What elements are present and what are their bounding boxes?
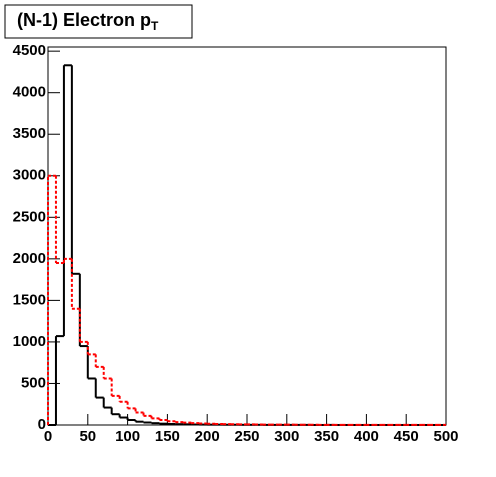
x-tick-label: 500 — [433, 428, 458, 445]
x-tick-label: 450 — [394, 428, 419, 445]
y-tick-label: 3000 — [13, 167, 46, 184]
x-tick-label: 350 — [314, 428, 339, 445]
x-tick-label: 200 — [195, 428, 220, 445]
x-tick-label: 300 — [274, 428, 299, 445]
y-tick-label: 2000 — [13, 250, 46, 267]
x-tick-label: 400 — [354, 428, 379, 445]
chart-title: (N-1) Electron pT — [17, 10, 159, 33]
x-tick-label: 250 — [234, 428, 259, 445]
x-tick-label: 0 — [44, 428, 52, 445]
y-tick-label: 0 — [38, 416, 46, 433]
y-tick-label: 500 — [21, 374, 46, 391]
x-tick-label: 50 — [79, 428, 96, 445]
y-tick-label: 4000 — [13, 84, 46, 101]
x-tick-label: 100 — [115, 428, 140, 445]
y-tick-label: 3500 — [13, 125, 46, 142]
y-tick-label: 1500 — [13, 291, 46, 308]
y-tick-label: 2500 — [13, 208, 46, 225]
y-tick-label: 1000 — [13, 333, 46, 350]
y-tick-label: 4500 — [13, 42, 46, 59]
title-main: (N-1) Electron p — [17, 10, 151, 30]
title-box — [4, 4, 193, 39]
title-subscript: T — [151, 19, 159, 33]
x-tick-label: 150 — [155, 428, 180, 445]
